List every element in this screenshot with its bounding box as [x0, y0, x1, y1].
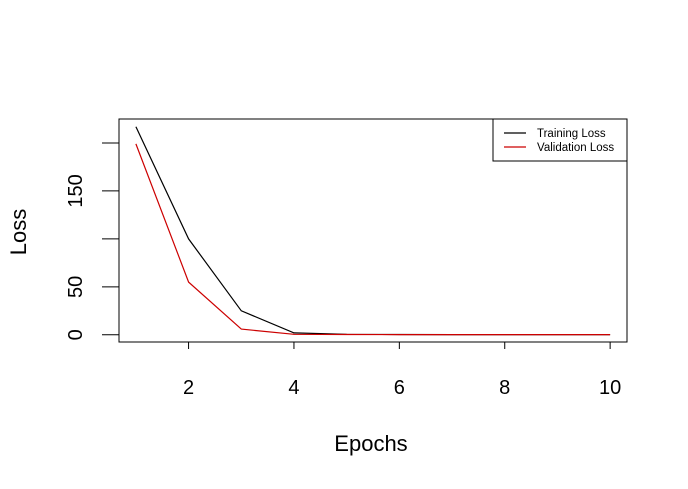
x-tick-label: 6: [394, 377, 405, 399]
series-layer: [135, 126, 611, 336]
y-tick-label: 150: [65, 174, 87, 207]
series-line-2: [135, 143, 611, 336]
x-axis: 2 4 6 8 10: [183, 341, 621, 399]
y-tick-label: 0: [65, 329, 87, 340]
x-tick-label: 8: [499, 377, 510, 399]
legend: Training Loss Validation Loss: [492, 118, 628, 162]
x-tick-label: 2: [183, 377, 194, 399]
legend-label: Training Loss: [537, 128, 606, 140]
x-tick-label: 10: [599, 377, 621, 399]
y-axis: 0 50 150: [65, 142, 120, 340]
legend-label: Validation Loss: [537, 142, 614, 154]
legend-box: [492, 118, 628, 162]
x-axis-title: Epochs: [334, 431, 407, 456]
y-tick-label: 50: [65, 276, 87, 298]
y-axis-title: Loss: [6, 209, 31, 255]
x-tick-label: 4: [288, 377, 299, 399]
